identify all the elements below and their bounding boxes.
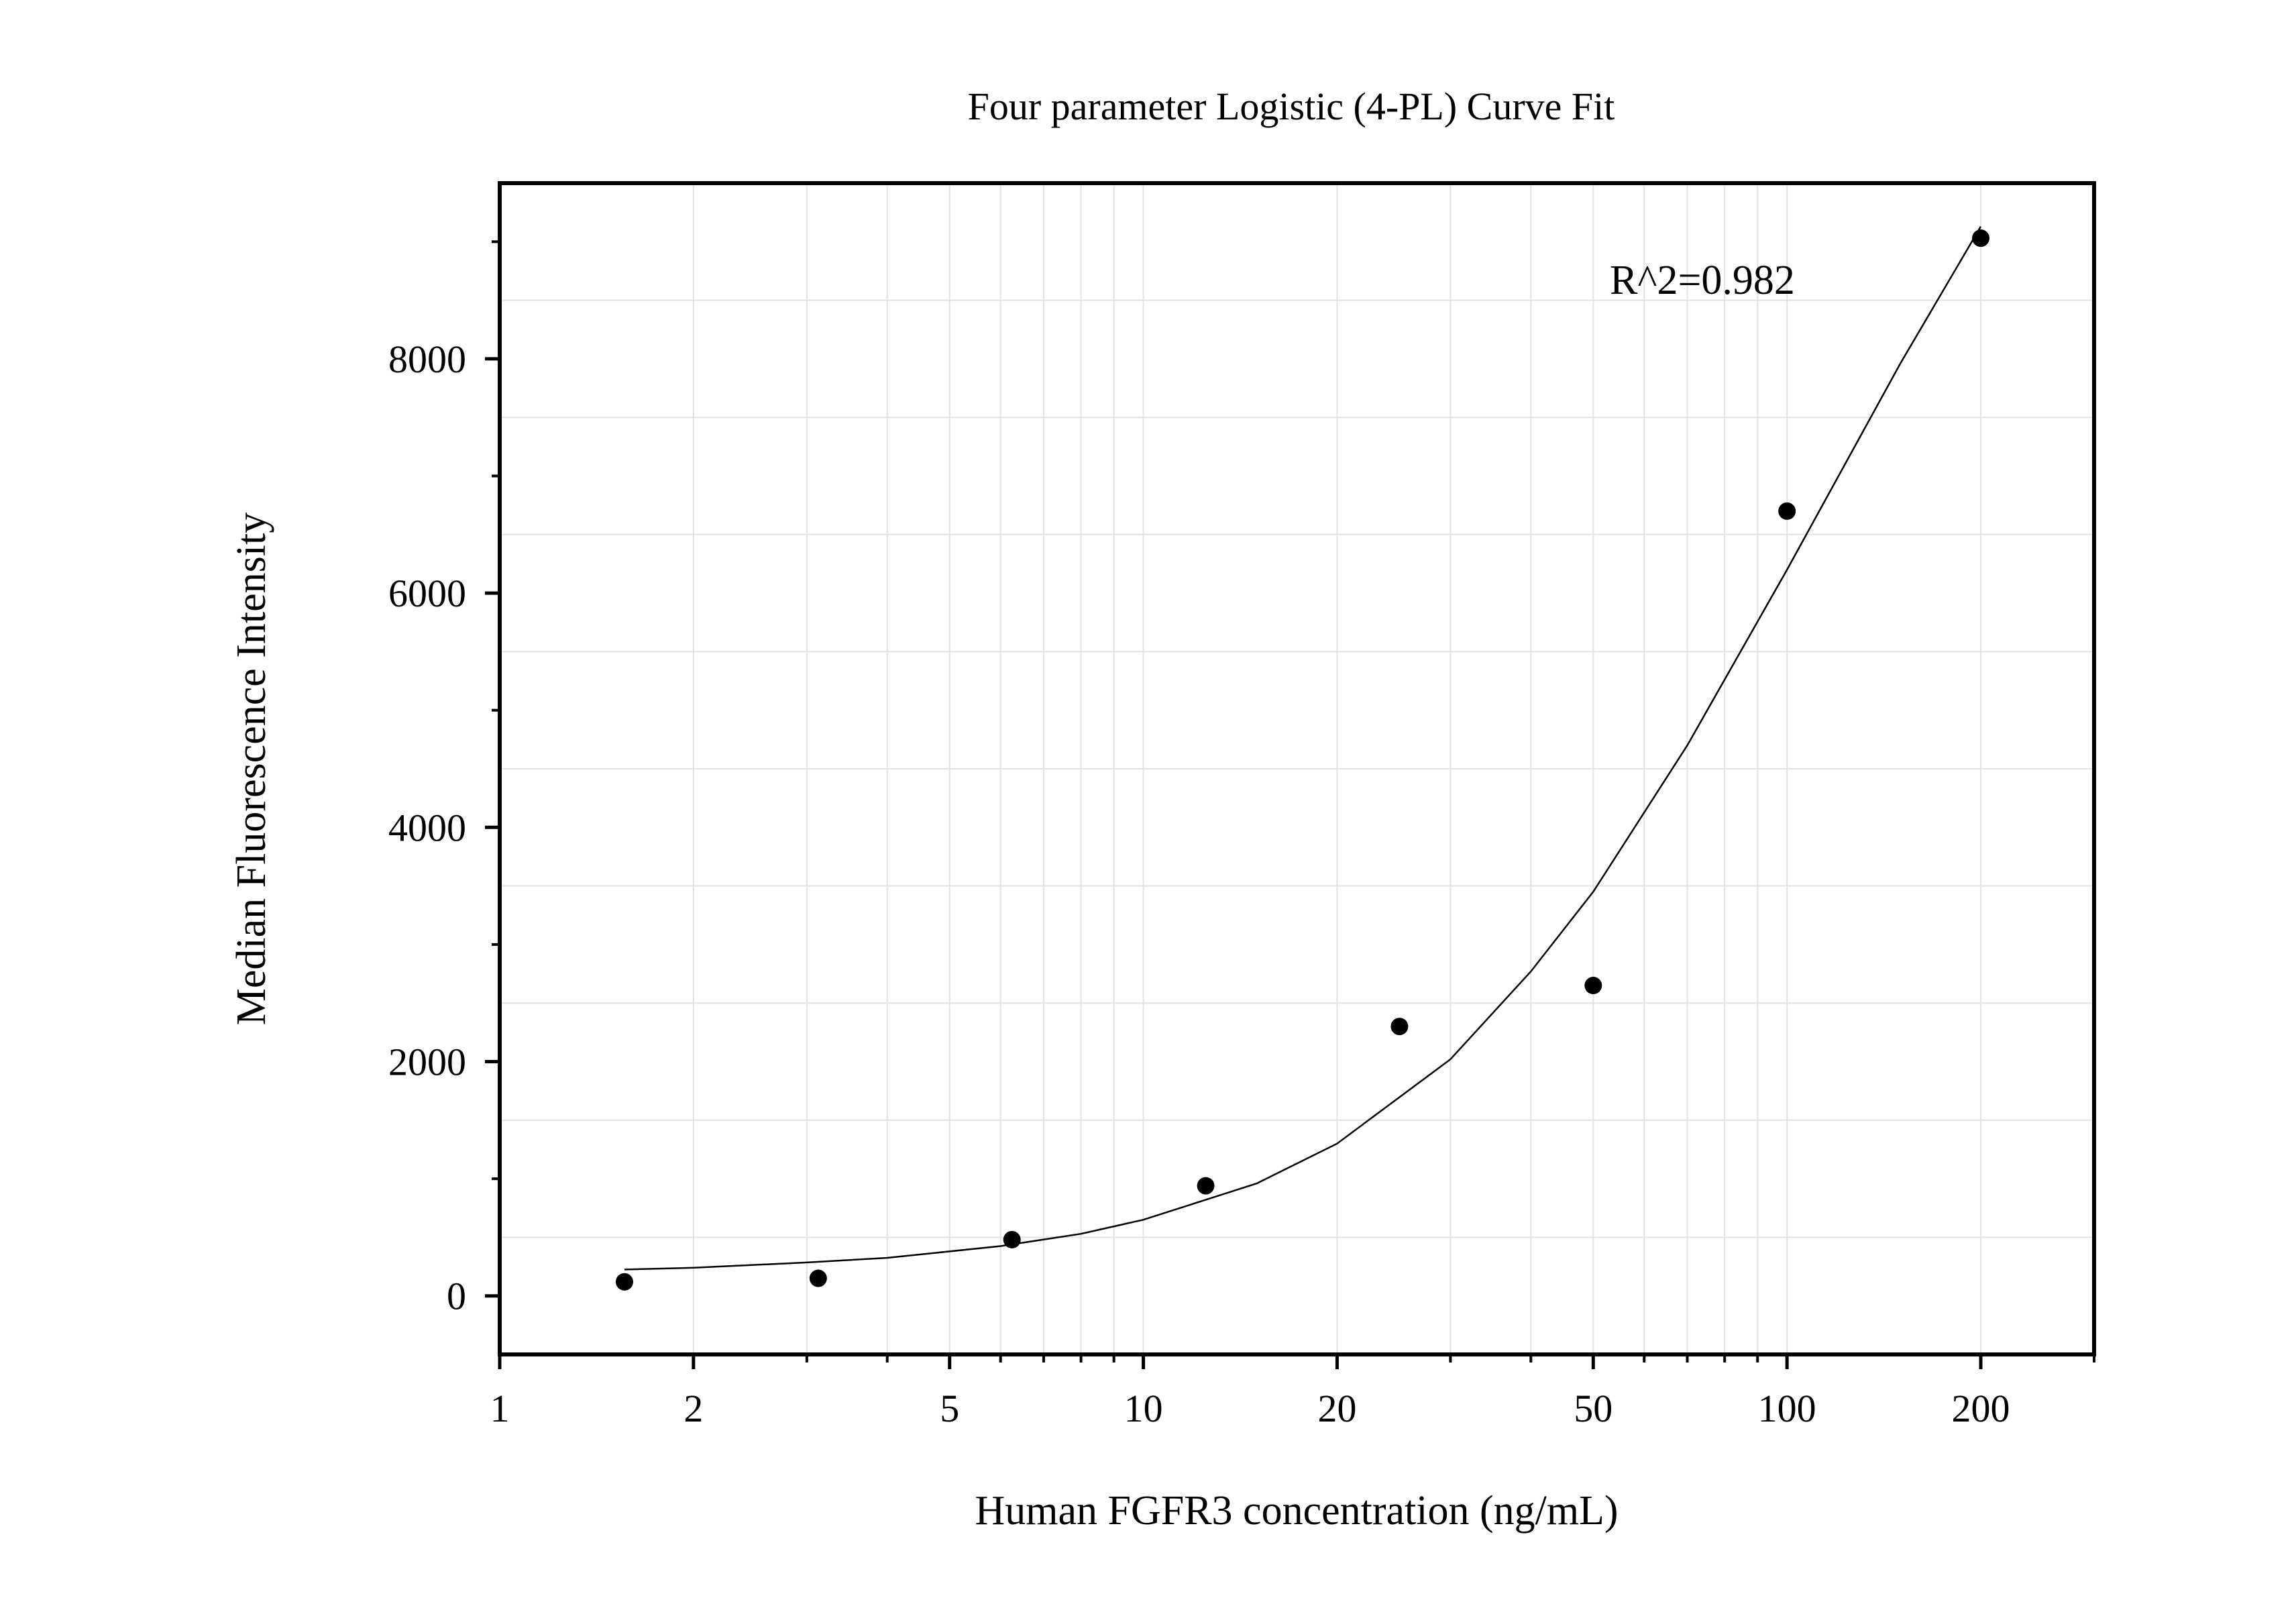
data-point <box>1003 1230 1021 1248</box>
data-point <box>809 1269 827 1287</box>
x-tick-label: 10 <box>1124 1387 1163 1430</box>
x-tick-label: 5 <box>940 1387 959 1430</box>
data-point <box>1584 977 1602 995</box>
chart-title: Four parameter Logistic (4-PL) Curve Fit <box>968 85 1615 128</box>
x-tick-label: 100 <box>1758 1387 1816 1430</box>
data-point <box>1972 229 1990 248</box>
data-point <box>1390 1018 1409 1036</box>
r-squared-annotation: R^2=0.982 <box>1610 258 1795 303</box>
y-tick-label: 0 <box>447 1275 466 1318</box>
y-tick-label: 2000 <box>388 1040 466 1084</box>
plot-frame <box>498 181 2096 1356</box>
data-points-layer <box>615 229 1990 1291</box>
x-tick-label: 2 <box>684 1387 703 1430</box>
y-tick-label: 8000 <box>388 337 466 381</box>
y-tick-label: 6000 <box>388 572 466 615</box>
x-axis-title: Human FGFR3 concentration (ng/mL) <box>975 1488 1618 1534</box>
data-point <box>1197 1177 1215 1195</box>
x-tick-label: 1 <box>490 1387 510 1430</box>
fit-curve-layer <box>624 225 1982 1271</box>
axis-ticks <box>485 240 2095 1369</box>
data-point <box>615 1273 633 1291</box>
y-tick-label: 4000 <box>388 806 466 849</box>
x-tick-label: 20 <box>1317 1387 1356 1430</box>
x-tick-label: 200 <box>1952 1387 2010 1430</box>
fit-curve <box>624 225 1982 1271</box>
y-axis-title: Median Fluorescence Intensity <box>229 513 274 1025</box>
x-tick-label: 50 <box>1574 1387 1612 1430</box>
grid-lines <box>500 182 2095 1354</box>
data-point <box>1778 502 1796 520</box>
